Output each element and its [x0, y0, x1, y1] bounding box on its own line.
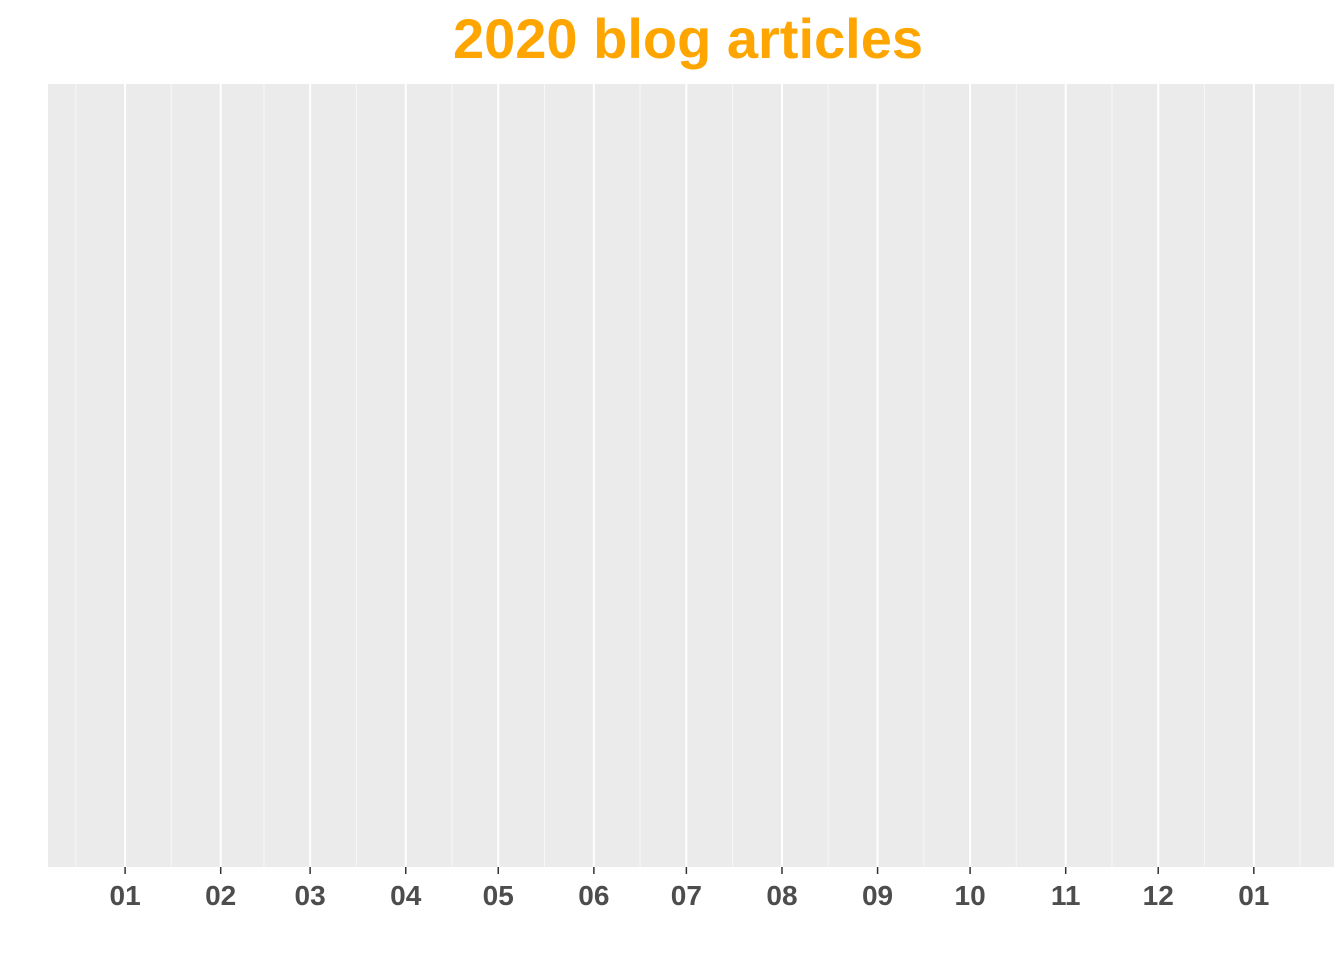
x-tick-label-3: 04	[390, 880, 422, 911]
x-tick-label-6: 07	[671, 880, 702, 911]
x-tick-label-4: 05	[483, 880, 514, 911]
minor-gridlines	[75, 84, 1301, 867]
x-tick-label-7: 08	[766, 880, 797, 911]
x-tick-label-8: 09	[862, 880, 893, 911]
x-tick-label-5: 06	[578, 880, 609, 911]
plot-panel	[48, 84, 1334, 867]
x-tick-label-2: 03	[295, 880, 326, 911]
x-axis-tick-labels: 01 02 03 04 05 06 07 08 09 10 11 12 01	[110, 880, 1270, 911]
major-gridlines	[124, 84, 1255, 867]
x-tick-label-11: 12	[1143, 880, 1174, 911]
x-tick-label-9: 10	[955, 880, 986, 911]
x-tick-label-12: 01	[1238, 880, 1269, 911]
x-tick-label-10: 11	[1051, 880, 1081, 911]
x-tick-label-0: 01	[110, 880, 141, 911]
x-axis-ticks	[124, 867, 1255, 874]
chart-title: 2020 blog articles	[452, 7, 923, 70]
x-tick-label-1: 02	[205, 880, 236, 911]
